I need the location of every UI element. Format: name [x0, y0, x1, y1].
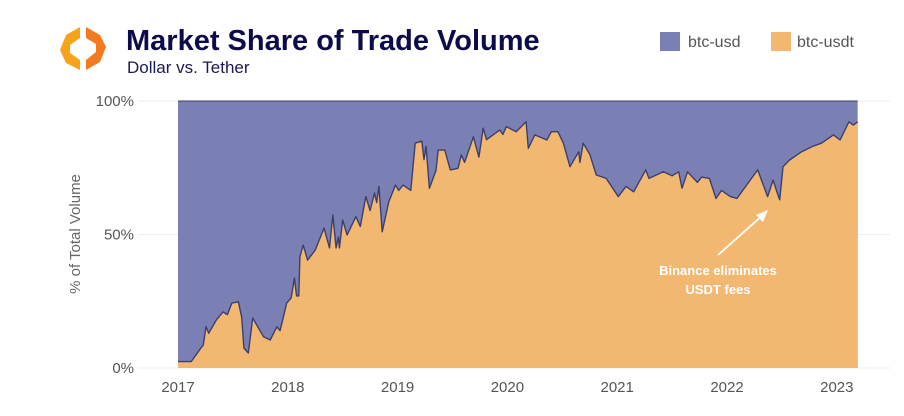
logo	[60, 27, 106, 70]
y-tick-label: 100%	[96, 93, 134, 110]
annotation-line-1: Binance eliminates	[659, 263, 777, 278]
x-tick-label: 2019	[381, 379, 414, 396]
chart-title: Market Share of Trade Volume	[126, 25, 540, 57]
logo-right-chevron	[86, 27, 106, 70]
y-axis-label: % of Total Volume	[67, 174, 84, 294]
x-axis: 2017 2018 2019 2020 2021 2022 2023	[161, 379, 853, 396]
arrow-head-icon	[756, 210, 768, 222]
legend: btc-usd btc-usdt	[660, 32, 854, 51]
annotation-arrow	[717, 213, 765, 256]
legend-label-btc-usd: btc-usd	[688, 34, 740, 51]
x-tick-label: 2021	[601, 379, 634, 396]
annotation: Binance eliminates USDT fees	[659, 210, 777, 297]
logo-left-chevron	[60, 27, 80, 70]
annotation-line-2: USDT fees	[685, 282, 750, 297]
legend-swatch-btc-usd	[660, 32, 680, 51]
boundary-line	[178, 121, 859, 363]
x-tick-label: 2022	[710, 379, 743, 396]
y-axis: 0% 50% 100%	[96, 93, 134, 377]
legend-label-btc-usdt: btc-usdt	[797, 34, 854, 51]
x-tick-label: 2018	[271, 379, 304, 396]
chart-subtitle: Dollar vs. Tether	[127, 58, 250, 77]
y-tick-label: 0%	[112, 360, 134, 377]
x-tick-label: 2023	[820, 379, 853, 396]
plot-area	[178, 100, 859, 368]
x-tick-label: 2017	[161, 379, 194, 396]
area-btc-usdt	[178, 121, 858, 368]
legend-swatch-btc-usdt	[771, 32, 791, 51]
x-tick-label: 2020	[491, 379, 524, 396]
y-tick-label: 50%	[104, 227, 134, 244]
